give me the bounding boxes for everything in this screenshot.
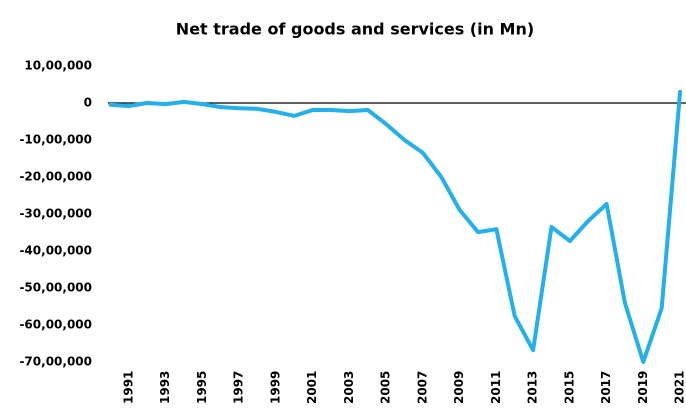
x-tick-label: 1997 (232, 371, 246, 404)
y-tick-label: -10,00,000 (19, 133, 92, 147)
x-tick-label: 2015 (562, 371, 576, 404)
x-tick-label: 2009 (452, 371, 466, 404)
x-tick-label: 2013 (526, 371, 540, 404)
chart-title: Net trade of goods and services (in Mn) (176, 20, 534, 39)
x-tick-label: 2017 (599, 371, 613, 404)
x-tick-label: 2001 (305, 371, 319, 404)
y-tick-label: -40,00,000 (19, 244, 92, 258)
x-tick-label: 1995 (195, 371, 209, 404)
x-tick-label: 2003 (342, 371, 356, 404)
x-tick-label: 2007 (415, 371, 429, 404)
data-line (108, 89, 683, 364)
x-tick-label: 2019 (636, 371, 650, 404)
x-tick-label: 1999 (268, 371, 282, 404)
y-tick-label: 0 (84, 96, 92, 110)
x-tick-label: 2005 (379, 371, 393, 404)
y-tick-label: -30,00,000 (19, 207, 92, 221)
x-tick-label: 2021 (673, 371, 686, 404)
y-tick-label: 10,00,000 (24, 59, 92, 73)
y-tick-label: -70,00,000 (19, 355, 92, 369)
x-tick-label: 1993 (158, 371, 172, 404)
y-tick-label: -20,00,000 (19, 170, 92, 184)
y-tick-label: -60,00,000 (19, 318, 92, 332)
x-tick-label: 2011 (489, 371, 503, 404)
x-tick-label: 1991 (121, 371, 135, 404)
y-tick-label: -50,00,000 (19, 281, 92, 295)
